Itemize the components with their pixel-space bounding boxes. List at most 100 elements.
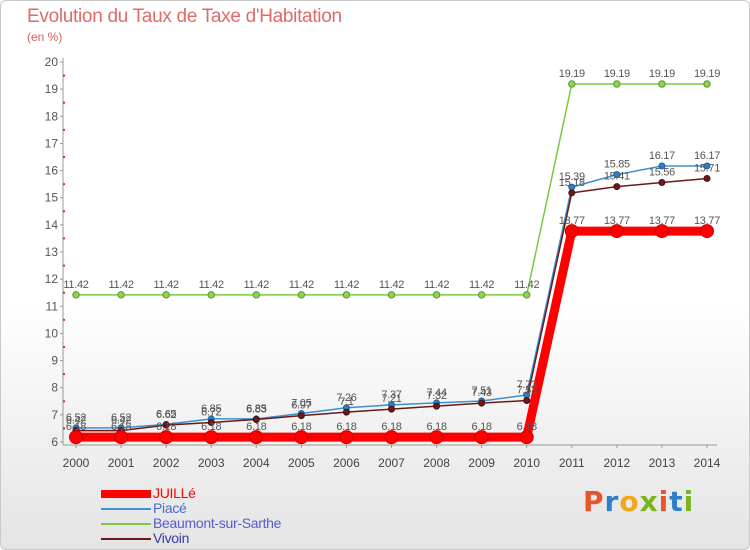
data-label: 7.37 [381, 389, 401, 401]
data-label: 11.42 [379, 279, 404, 291]
data-label: 11.42 [63, 279, 88, 291]
data-label: 7.44 [426, 387, 446, 399]
data-point [654, 224, 669, 239]
data-label: 6.85 [246, 403, 266, 415]
data-point [523, 396, 531, 404]
data-point [114, 430, 129, 445]
y-tick-label: 6 [51, 435, 58, 449]
y-tick-label: 10 [45, 326, 59, 340]
data-label: 6.52 [111, 412, 131, 424]
data-label: 6.72 [201, 406, 221, 418]
brand-letter: x [639, 485, 659, 518]
data-point [564, 224, 579, 239]
y-minor-tick [63, 183, 65, 186]
y-minor-tick [63, 400, 65, 403]
data-point [609, 224, 624, 239]
data-label: 6.52 [66, 412, 86, 424]
y-minor-tick [63, 128, 65, 131]
data-point [252, 415, 260, 423]
data-point [658, 80, 666, 88]
data-label: 6.18 [381, 421, 401, 433]
data-label: 6.18 [291, 421, 311, 433]
y-minor-tick [63, 264, 65, 267]
y-tick-label: 12 [45, 272, 59, 286]
y-tick-label: 11 [46, 299, 59, 313]
y-minor-tick [63, 291, 65, 294]
data-point [159, 430, 174, 445]
data-point [477, 291, 486, 299]
data-point [387, 291, 396, 299]
chart-title: Evolution du Taux de Taxe d'Habitation [27, 6, 342, 27]
x-tick-label: 2009 [468, 456, 495, 470]
x-tick-label: 2005 [288, 456, 315, 470]
data-point [252, 291, 260, 299]
data-label: 15.18 [559, 177, 585, 189]
data-point [613, 171, 621, 179]
y-minor-tick [63, 346, 65, 348]
y-minor-tick [63, 101, 65, 104]
x-tick-label: 2008 [423, 456, 450, 470]
data-label: 7.51 [472, 385, 492, 397]
data-point [249, 430, 264, 445]
data-label: 6.18 [472, 421, 492, 433]
data-point [478, 399, 486, 407]
data-label: 6.18 [66, 421, 86, 433]
x-tick-label: 2014 [694, 456, 721, 470]
data-label: 15.41 [604, 171, 630, 183]
data-label: 7.1 [339, 396, 354, 408]
data-label: 11.42 [469, 279, 494, 291]
legend-swatch [101, 523, 151, 525]
data-label: 6.42 [66, 415, 86, 427]
data-label: 7.32 [426, 390, 446, 402]
data-point [297, 412, 305, 420]
data-point [342, 291, 351, 299]
x-tick-label: 2013 [649, 456, 676, 470]
data-point [384, 430, 399, 445]
x-tick-label: 2007 [378, 456, 405, 470]
x-tick-label: 2004 [243, 456, 270, 470]
x-tick-label: 2003 [198, 456, 225, 470]
brand-letter: i [658, 485, 670, 518]
data-label: 13.77 [604, 215, 630, 227]
x-tick-label: 2012 [604, 456, 631, 470]
data-label: 19.19 [694, 68, 720, 80]
data-label: 6.18 [201, 421, 221, 433]
data-point [297, 291, 306, 299]
series-line [76, 83, 707, 296]
y-minor-tick [63, 210, 65, 213]
y-tick-label: 19 [45, 82, 59, 96]
data-point [117, 291, 125, 299]
data-point [388, 405, 395, 413]
legend-swatch [101, 490, 151, 498]
data-label: 19.19 [649, 68, 675, 80]
data-point [433, 402, 441, 410]
data-label: 13.77 [649, 215, 675, 227]
data-label: 11.42 [514, 279, 539, 291]
y-minor-tick [63, 156, 65, 158]
legend-label: JUILLé [153, 485, 196, 501]
data-point [342, 408, 350, 416]
legend-label: Beaumont-sur-Sarthe [153, 515, 282, 531]
data-label: 16.17 [649, 150, 675, 162]
x-tick-label: 2010 [513, 456, 540, 470]
data-point [432, 291, 441, 299]
data-point [613, 80, 621, 88]
y-tick-label: 13 [45, 245, 59, 259]
y-tick-label: 9 [51, 354, 58, 368]
y-minor-tick [63, 74, 65, 77]
data-point [703, 174, 711, 182]
y-minor-tick [63, 427, 65, 430]
data-point [429, 430, 444, 445]
data-point [162, 291, 170, 299]
brand-letter: r [604, 485, 620, 518]
data-label: 6.18 [517, 421, 537, 433]
data-label: 11.42 [334, 279, 359, 291]
y-minor-tick [63, 373, 65, 376]
y-tick-label: 14 [45, 218, 59, 232]
brand-letter: P [583, 485, 605, 518]
data-label: 11.42 [424, 279, 449, 291]
data-label: 13.77 [694, 215, 720, 227]
data-label: 6.83 [246, 403, 266, 415]
